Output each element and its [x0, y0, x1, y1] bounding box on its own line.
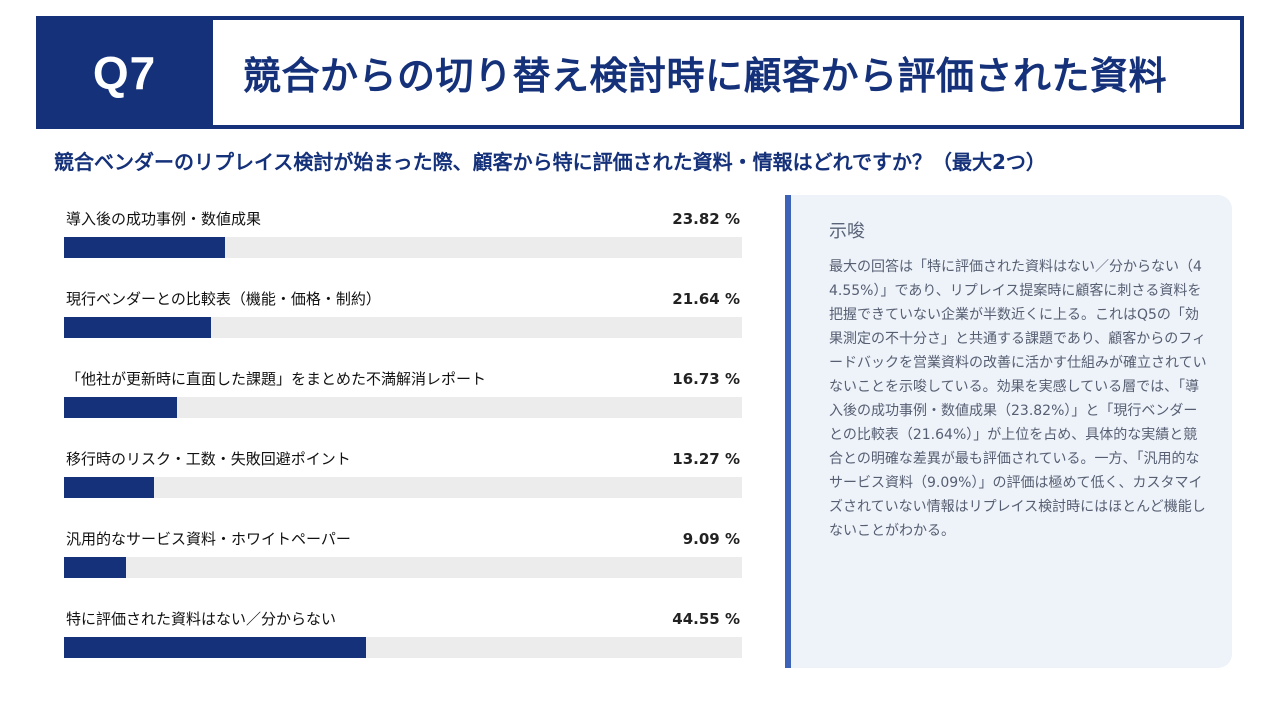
bar-value-label: 9.09 % [682, 530, 740, 548]
chart-row: 「他社が更新時に直面した課題」をまとめた不満解消レポート 16.73 % [64, 368, 742, 420]
insight-panel: 示唆 最大の回答は「特に評価された資料はない／分からない（44.55%）」であり… [785, 195, 1232, 668]
bar [64, 317, 211, 338]
question-number-badge: Q7 [36, 16, 213, 129]
bar-track [64, 237, 742, 258]
bar [64, 557, 126, 578]
bar-track [64, 557, 742, 578]
bar-label: 現行ベンダーとの比較表（機能・価格・制約） [66, 290, 381, 308]
chart-row: 現行ベンダーとの比較表（機能・価格・制約） 21.64 % [64, 288, 742, 340]
bar-value-label: 23.82 % [672, 210, 740, 228]
header: Q7 競合からの切り替え検討時に顧客から評価された資料 [36, 16, 1244, 129]
page-title: 競合からの切り替え検討時に顧客から評価された資料 [243, 54, 1168, 98]
bar-value-label: 44.55 % [672, 610, 740, 628]
bar-track [64, 477, 742, 498]
bar-label: 汎用的なサービス資料・ホワイトペーパー [66, 530, 351, 548]
bar-label: 導入後の成功事例・数値成果 [66, 210, 262, 228]
insight-title: 示唆 [829, 221, 865, 242]
title-area: 競合からの切り替え検討時に顧客から評価された資料 [213, 20, 1240, 125]
bar [64, 237, 226, 258]
chart-row: 特に評価された資料はない／分からない 44.55 % [64, 608, 742, 660]
bar-value-label: 16.73 % [672, 370, 740, 388]
bar-value-label: 13.27 % [672, 450, 740, 468]
bar-track [64, 397, 742, 418]
insight-body: 最大の回答は「特に評価された資料はない／分からない（44.55%）」であり、リプ… [829, 259, 1207, 539]
bar-label: 特に評価された資料はない／分からない [66, 610, 337, 628]
survey-question: 競合ベンダーのリプレイス検討が始まった際、顧客から特に評価された資料・情報はどれ… [54, 150, 1046, 174]
bar-label: 「他社が更新時に直面した課題」をまとめた不満解消レポート [66, 370, 487, 388]
bar [64, 477, 154, 498]
bar-track [64, 317, 742, 338]
bar-label: 移行時のリスク・工数・失敗回避ポイント [66, 450, 351, 468]
bar [64, 397, 178, 418]
chart-row: 移行時のリスク・工数・失敗回避ポイント 13.27 % [64, 448, 742, 500]
chart-row: 導入後の成功事例・数値成果 23.82 % [64, 208, 742, 260]
bar [64, 637, 367, 658]
chart-row: 汎用的なサービス資料・ホワイトペーパー 9.09 % [64, 528, 742, 580]
bar-track [64, 637, 742, 658]
bar-value-label: 21.64 % [672, 290, 740, 308]
